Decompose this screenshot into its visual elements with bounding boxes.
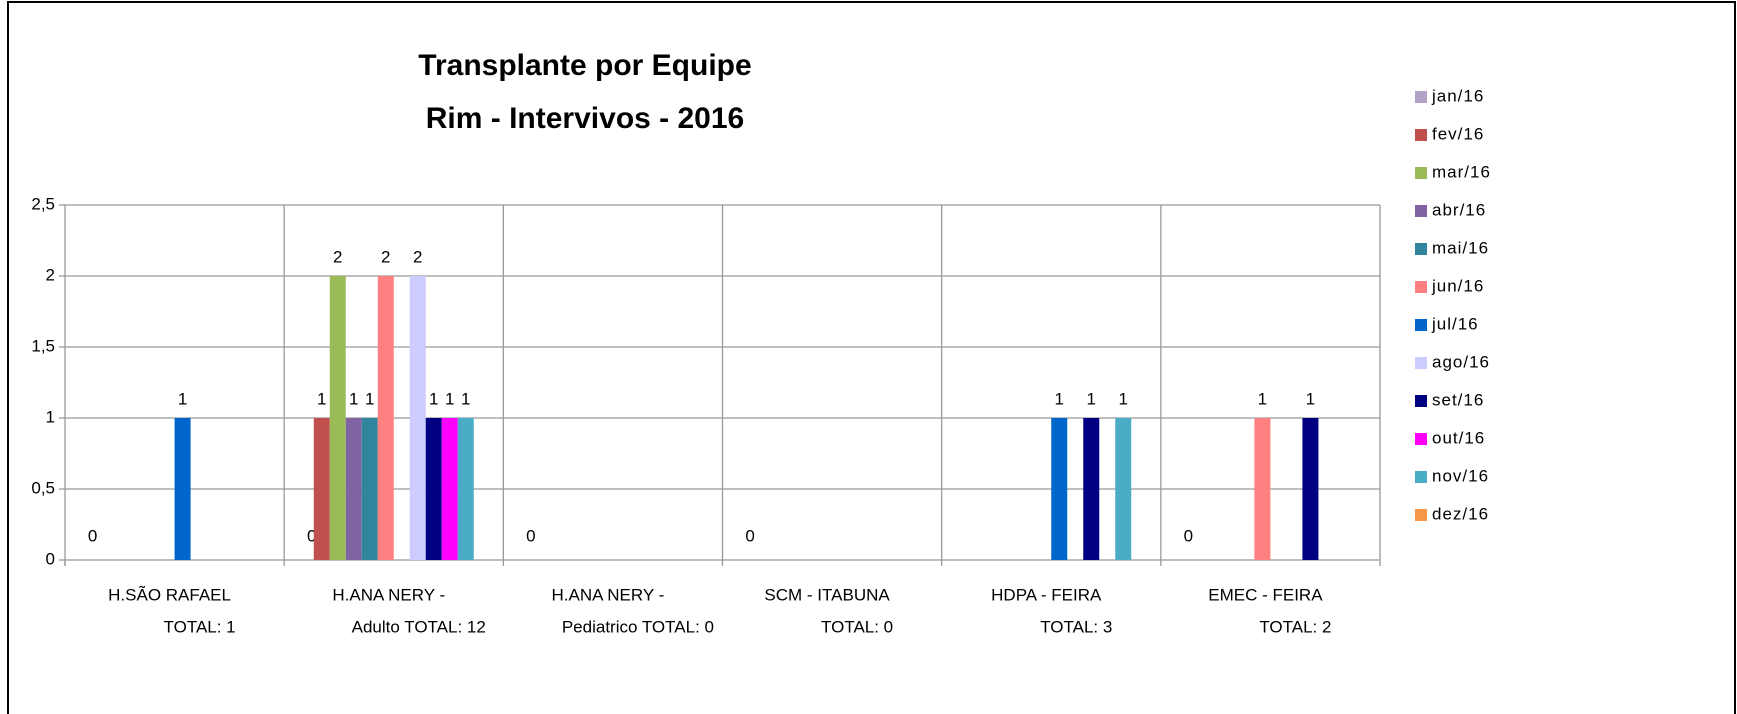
data-label: 1 (1087, 389, 1096, 408)
bar (409, 276, 426, 560)
bar (1083, 418, 1100, 560)
data-label: 0 (745, 526, 754, 545)
legend-swatch (1415, 281, 1427, 293)
legend-swatch (1415, 433, 1427, 445)
legend-label: out/16 (1432, 428, 1485, 447)
data-label: 1 (365, 389, 374, 408)
data-label: 1 (317, 389, 326, 408)
legend-swatch (1415, 319, 1427, 331)
legend-swatch (1415, 357, 1427, 369)
x-tick-label: H.SÃO RAFAEL (108, 585, 231, 604)
bar (425, 418, 442, 560)
bar (329, 276, 346, 560)
x-tick-label: H.ANA NERY - (552, 585, 665, 604)
legend-swatch (1415, 243, 1427, 255)
data-label: 0 (88, 526, 97, 545)
x-tick-label: HDPA - FEIRA (991, 585, 1102, 604)
bar (345, 418, 362, 560)
chart-frame (7, 1, 1736, 714)
data-label: 0 (1184, 526, 1193, 545)
x-tick-label: TOTAL: 1 (164, 617, 236, 636)
legend-swatch (1415, 509, 1427, 521)
data-label: 2 (413, 247, 422, 266)
bar (377, 276, 394, 560)
data-label: 1 (178, 389, 187, 408)
data-label: 1 (445, 389, 454, 408)
data-label: 0 (526, 526, 535, 545)
legend-swatch (1415, 205, 1427, 217)
legend-swatch (1415, 129, 1427, 141)
legend-swatch (1415, 471, 1427, 483)
bar (1254, 418, 1271, 560)
bar (1051, 418, 1068, 560)
y-tick-label: 0,5 (31, 478, 55, 497)
bar (361, 418, 378, 560)
data-label: 1 (461, 389, 470, 408)
legend-label: abr/16 (1432, 200, 1486, 219)
legend-label: fev/16 (1432, 124, 1484, 143)
data-label: 1 (1055, 389, 1064, 408)
data-label: 1 (429, 389, 438, 408)
legend-label: jul/16 (1431, 314, 1479, 333)
data-label: 0 (307, 526, 316, 545)
x-tick-label: SCM - ITABUNA (764, 585, 890, 604)
legend-label: dez/16 (1432, 504, 1489, 523)
data-label: 1 (1119, 389, 1128, 408)
legend-label: set/16 (1432, 390, 1484, 409)
y-tick-label: 2 (46, 265, 55, 284)
bar (174, 418, 191, 560)
x-tick-label: EMEC - FEIRA (1208, 585, 1323, 604)
data-label: 1 (1306, 389, 1315, 408)
y-tick-label: 2,5 (31, 194, 55, 213)
legend-swatch (1415, 395, 1427, 407)
x-tick-label: TOTAL: 2 (1259, 617, 1331, 636)
data-label: 2 (333, 247, 342, 266)
legend-swatch (1415, 167, 1427, 179)
bar (1302, 418, 1319, 560)
legend-label: jan/16 (1431, 86, 1484, 105)
y-tick-label: 1 (46, 407, 55, 426)
legend-label: jun/16 (1431, 276, 1484, 295)
bar (441, 418, 458, 560)
chart-title: Transplante por Equipe (418, 49, 751, 82)
y-tick-label: 0 (46, 549, 55, 568)
x-tick-label: H.ANA NERY - (332, 585, 445, 604)
chart-subtitle: Rim - Intervivos - 2016 (426, 102, 744, 135)
legend-label: nov/16 (1432, 466, 1489, 485)
data-label: 1 (349, 389, 358, 408)
bar (313, 418, 330, 560)
legend-label: mai/16 (1432, 238, 1489, 257)
legend-label: mar/16 (1432, 162, 1491, 181)
x-tick-label: Adulto TOTAL: 12 (352, 617, 486, 636)
x-tick-label: TOTAL: 3 (1040, 617, 1112, 636)
x-tick-label: Pediatrico TOTAL: 0 (562, 617, 714, 636)
bar (457, 418, 474, 560)
data-label: 2 (381, 247, 390, 266)
legend-label: ago/16 (1432, 352, 1490, 371)
data-label: 1 (1258, 389, 1267, 408)
bar (1115, 418, 1132, 560)
y-tick-label: 1,5 (31, 336, 55, 355)
legend-swatch (1415, 91, 1427, 103)
x-tick-label: TOTAL: 0 (821, 617, 893, 636)
